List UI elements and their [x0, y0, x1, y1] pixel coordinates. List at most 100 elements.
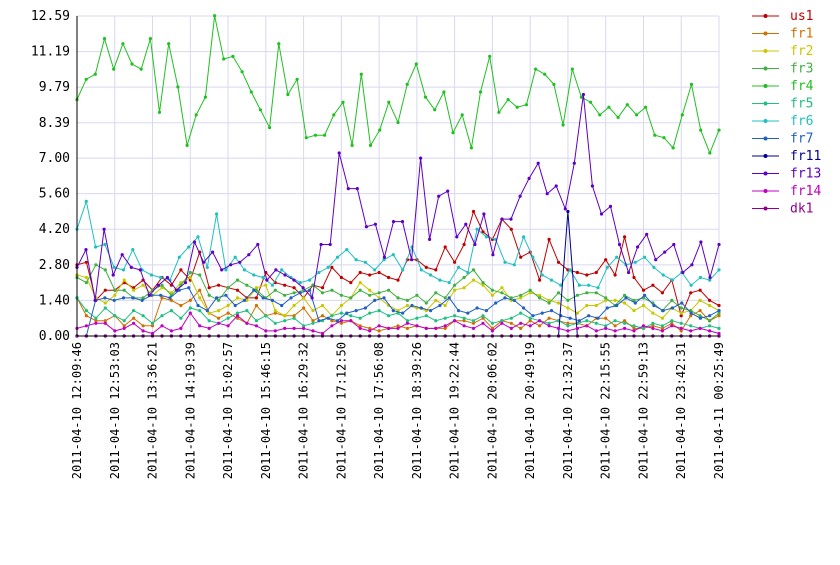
x-tick-label: 2011-04-10 15:02:57: [221, 342, 235, 479]
data-point-fr3: [471, 268, 476, 272]
data-point-fr13: [690, 263, 694, 267]
data-point-fr6: [280, 268, 284, 272]
data-point-fr13: [400, 220, 405, 224]
data-point-fr1: [302, 306, 306, 310]
data-point-fr5: [84, 309, 88, 313]
data-point-fr6: [159, 275, 163, 280]
legend-swatch-marker: [763, 136, 768, 141]
data-point-us1: [387, 275, 391, 280]
data-point-fr1: [547, 316, 551, 320]
data-point-fr6: [643, 255, 647, 259]
data-point-fr5: [292, 316, 296, 320]
legend-swatch-marker: [763, 154, 768, 158]
data-point-fr4: [699, 128, 703, 132]
data-point-fr7: [140, 298, 144, 302]
data-point-fr1: [368, 326, 372, 330]
data-point-fr13: [518, 194, 522, 198]
data-point-fr4: [341, 100, 345, 104]
data-point-fr1: [339, 321, 343, 325]
data-point-fr1: [689, 314, 693, 318]
data-point-fr1: [273, 311, 277, 315]
data-point-fr5: [708, 324, 712, 328]
data-point-fr1: [254, 303, 258, 308]
data-point-fr2: [632, 309, 636, 313]
data-point-fr4: [589, 100, 593, 104]
data-point-us1: [519, 255, 523, 259]
data-point-fr5: [594, 321, 598, 325]
data-point-fr6: [298, 281, 302, 285]
data-point-fr1: [509, 321, 513, 325]
data-point-fr5: [150, 321, 155, 325]
data-point-fr2: [679, 311, 683, 315]
data-point-fr13: [500, 217, 504, 221]
data-point-us1: [481, 230, 485, 234]
data-point-fr6: [335, 255, 340, 259]
data-point-fr5: [179, 316, 183, 320]
data-point-fr13: [292, 278, 296, 282]
data-point-us1: [377, 270, 381, 275]
data-point-fr14: [556, 326, 561, 330]
data-point-fr7: [661, 309, 665, 313]
y-tick-label: 5.60: [39, 187, 70, 202]
data-point-fr3: [160, 283, 164, 287]
data-point-fr7: [540, 311, 544, 315]
data-point-fr6: [475, 227, 479, 231]
data-point-fr5: [689, 324, 693, 328]
legend-label: fr7: [790, 132, 813, 147]
data-point-fr1: [632, 326, 636, 330]
data-point-fr14: [566, 329, 570, 333]
data-point-fr4: [387, 100, 391, 104]
data-point-us1: [368, 273, 372, 277]
data-point-fr6: [242, 268, 247, 272]
data-point-fr6: [568, 268, 572, 272]
data-point-fr6: [345, 248, 349, 252]
data-point-fr2: [368, 288, 372, 292]
data-point-fr3: [623, 293, 627, 297]
data-point-fr7: [335, 319, 340, 323]
data-point-fr4: [84, 77, 88, 81]
data-point-fr14: [150, 331, 155, 336]
data-point-fr2: [547, 298, 551, 302]
legend-item-fr7: fr7: [752, 132, 813, 147]
data-point-fr14: [679, 326, 683, 330]
data-point-fr7: [503, 296, 507, 300]
data-point-fr3: [698, 314, 702, 318]
data-point-fr5: [717, 326, 721, 330]
legend-swatch-marker: [763, 49, 768, 53]
data-point-fr7: [345, 311, 349, 315]
data-point-fr14: [547, 324, 551, 328]
data-point-fr13: [645, 232, 649, 236]
data-point-fr13: [446, 189, 450, 193]
legend-item-fr4: fr4: [752, 79, 814, 94]
series-lines: [75, 14, 721, 338]
legend-item-fr5: fr5: [752, 97, 813, 112]
data-point-fr3: [94, 263, 98, 267]
data-point-fr5: [679, 321, 683, 325]
data-point-fr13: [590, 184, 595, 188]
data-point-fr3: [292, 291, 296, 295]
data-point-fr7: [568, 316, 572, 320]
data-point-us1: [575, 270, 580, 275]
data-point-fr6: [438, 278, 442, 282]
data-point-fr4: [258, 108, 262, 112]
data-point-fr1: [670, 321, 674, 325]
data-point-fr1: [481, 316, 485, 320]
data-point-us1: [396, 278, 400, 282]
data-point-fr2: [575, 311, 580, 315]
data-point-fr4: [167, 42, 171, 46]
data-point-fr7: [242, 298, 247, 302]
data-point-fr14: [594, 329, 598, 333]
data-point-fr14: [443, 324, 447, 328]
data-point-fr2: [160, 286, 164, 290]
data-point-fr6: [522, 235, 526, 239]
data-point-fr13: [482, 212, 486, 216]
data-point-fr6: [429, 273, 433, 277]
data-point-fr13: [654, 258, 658, 262]
data-point-fr13: [382, 255, 386, 259]
x-tick-label: 2011-04-10 17:56:08: [372, 342, 386, 479]
data-point-fr13: [102, 227, 106, 231]
legend-label: fr5: [790, 97, 813, 112]
legend-label: fr11: [790, 149, 821, 164]
data-point-fr4: [313, 133, 318, 137]
data-point-fr4: [708, 151, 712, 155]
